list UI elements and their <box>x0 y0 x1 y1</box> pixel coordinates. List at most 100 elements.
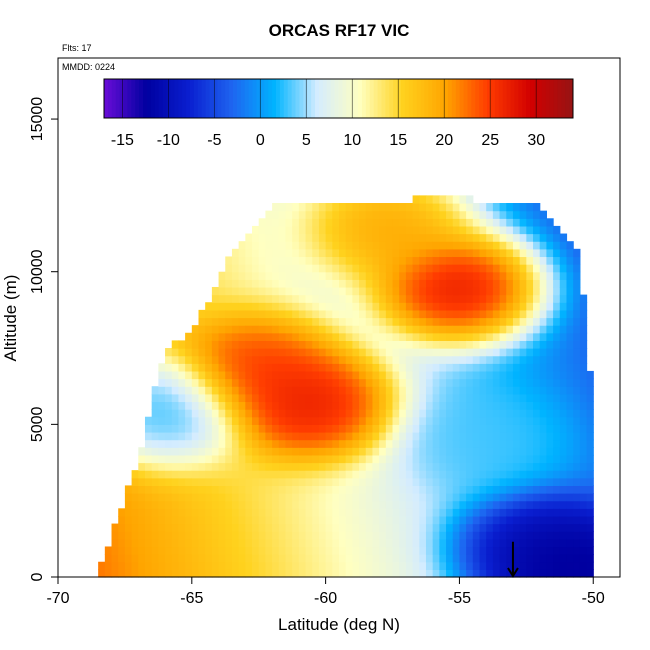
heatmap-cell <box>158 523 166 532</box>
heatmap-cell <box>519 309 527 319</box>
heatmap-cell <box>285 485 293 494</box>
heatmap-cell <box>272 317 280 326</box>
heatmap-cell <box>118 508 126 517</box>
heatmap-cell <box>332 233 340 242</box>
heatmap-cell <box>238 500 246 509</box>
heatmap-cell <box>339 561 347 570</box>
heatmap-cell <box>553 348 561 357</box>
colorbar-segment <box>127 79 132 118</box>
heatmap-cell <box>512 447 521 456</box>
heatmap-cell <box>559 256 568 265</box>
heatmap-cell <box>265 256 273 265</box>
heatmap-cell <box>205 454 213 464</box>
heatmap-cell <box>158 546 166 555</box>
heatmap-cell <box>499 546 507 555</box>
heatmap-cell <box>419 531 427 540</box>
heatmap-cell <box>559 271 568 280</box>
heatmap-cell <box>298 393 307 403</box>
heatmap-cell <box>365 470 374 479</box>
heatmap-cell <box>198 393 206 403</box>
colorbar-tick-label: 5 <box>302 132 311 149</box>
heatmap-cell <box>325 439 333 448</box>
heatmap-cell <box>526 248 534 258</box>
heatmap-cell <box>278 340 287 349</box>
heatmap-cell <box>359 401 367 410</box>
heatmap-cell <box>345 462 353 471</box>
heatmap-cell <box>359 203 367 212</box>
heatmap-cell <box>278 271 287 280</box>
heatmap-cell <box>265 485 273 494</box>
heatmap-cell <box>533 409 541 418</box>
heatmap-cell <box>245 485 253 494</box>
heatmap-cell <box>265 363 273 372</box>
heatmap-cell <box>466 203 474 212</box>
heatmap-cell <box>118 554 126 563</box>
heatmap-cell <box>432 569 440 578</box>
heatmap-cell <box>419 401 427 410</box>
heatmap-cell <box>339 218 347 227</box>
colorbar-segment <box>494 79 500 118</box>
heatmap-cell <box>305 531 313 540</box>
heatmap-cell <box>432 325 440 334</box>
heatmap-cell <box>533 317 541 326</box>
heatmap-cell <box>372 203 380 212</box>
colorbar-segment <box>377 79 382 118</box>
heatmap-cell <box>372 386 380 395</box>
heatmap-cell <box>466 485 474 494</box>
heatmap-cell <box>399 401 407 410</box>
heatmap-cell <box>506 409 514 418</box>
heatmap-cell <box>546 485 554 494</box>
heatmap-cell <box>573 416 581 425</box>
heatmap-cell <box>412 271 420 280</box>
heatmap-cell <box>553 363 561 372</box>
heatmap-cell <box>546 332 554 341</box>
heatmap-cell <box>553 309 561 319</box>
colorbar-segment <box>143 79 148 118</box>
heatmap-cell <box>238 348 246 357</box>
heatmap-cell <box>499 485 507 494</box>
heatmap-cell <box>292 286 300 296</box>
heatmap-cell <box>559 325 568 334</box>
heatmap-cell <box>492 538 501 548</box>
heatmap-cell <box>285 325 293 334</box>
heatmap-cell <box>553 332 561 341</box>
heatmap-cell <box>352 569 360 578</box>
heatmap-cell <box>425 340 434 349</box>
heatmap-cell <box>352 477 360 487</box>
heatmap-cell <box>499 348 507 357</box>
heatmap-cell <box>345 401 353 410</box>
heatmap-cell <box>339 546 347 555</box>
heatmap-cell <box>425 546 434 555</box>
heatmap-cell <box>325 332 333 341</box>
colorbar-segment <box>338 79 343 118</box>
heatmap-cell <box>432 393 440 403</box>
heatmap-cell <box>278 256 287 265</box>
heatmap-cell <box>252 248 260 258</box>
heatmap-cell <box>245 386 253 395</box>
heatmap-cell <box>446 538 454 548</box>
heatmap-cell <box>533 363 541 372</box>
heatmap-cell <box>526 264 534 273</box>
colorbar-segment <box>236 79 242 118</box>
heatmap-cell <box>405 348 414 357</box>
heatmap-cell <box>345 378 353 387</box>
heatmap-cell <box>225 546 233 555</box>
heatmap-cell <box>446 393 454 403</box>
heatmap-cell <box>452 286 461 296</box>
heatmap-cell <box>158 515 166 525</box>
heatmap-cell <box>238 393 246 403</box>
heatmap-cell <box>419 409 427 418</box>
heatmap-cell <box>258 340 266 349</box>
heatmap-cell <box>412 393 420 403</box>
heatmap-cell <box>439 523 447 532</box>
heatmap-cell <box>359 225 367 235</box>
heatmap-cell <box>352 424 360 433</box>
heatmap-cell <box>171 424 180 433</box>
heatmap-cell <box>359 256 367 265</box>
heatmap-cell <box>272 454 280 464</box>
heatmap-cell <box>526 477 534 487</box>
heatmap-cell <box>399 454 407 464</box>
heatmap-cell <box>111 546 119 555</box>
heatmap-cell <box>486 447 494 456</box>
heatmap-cell <box>573 363 581 372</box>
